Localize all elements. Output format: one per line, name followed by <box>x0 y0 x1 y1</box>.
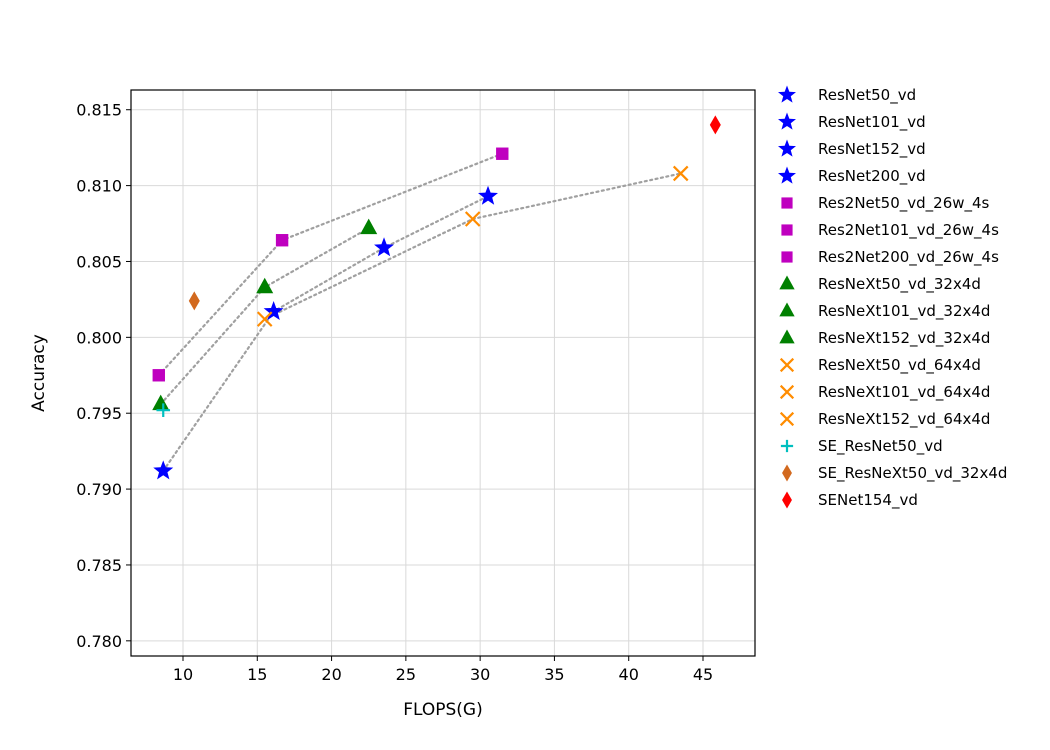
legend-marker-senet154-vd <box>782 491 792 509</box>
point-resnext50-vd-64x4d <box>256 311 273 327</box>
point-res2net200-vd-26w-4s <box>496 147 509 160</box>
y-tick-label: 0.810 <box>76 177 122 196</box>
legend-label: Res2Net200_vd_26w_4s <box>818 248 999 267</box>
y-tick-label: 0.785 <box>76 556 122 575</box>
legend-marker-resnext101-vd-64x4d <box>779 384 795 400</box>
y-tick-label: 0.805 <box>76 252 122 271</box>
point-resnext152-vd-32x4d <box>360 218 378 235</box>
data-points <box>152 115 721 480</box>
point-resnext101-vd-32x4d <box>256 277 274 294</box>
legend-label: ResNeXt152_vd_64x4d <box>818 410 990 429</box>
y-tick-label: 0.815 <box>76 101 122 120</box>
legend-label: Res2Net101_vd_26w_4s <box>818 221 999 240</box>
legend-label: ResNet50_vd <box>818 86 916 105</box>
legend-marker-resnext50-vd-64x4d <box>779 357 795 373</box>
legend-item-resnext50-vd-64x4d: ResNeXt50_vd_64x4d <box>779 356 981 375</box>
y-tick-label: 0.795 <box>76 404 122 423</box>
legend-marker-res2net50-vd-26w-4s <box>781 197 793 209</box>
legend-marker-resnext50-vd-32x4d <box>779 275 795 290</box>
x-tick-label: 45 <box>693 665 713 684</box>
legend-marker-res2net101-vd-26w-4s <box>781 224 793 236</box>
legend-marker-resnet101-vd <box>778 112 796 130</box>
x-tick-label: 35 <box>544 665 564 684</box>
legend-label: SE_ResNeXt50_vd_32x4d <box>818 464 1007 483</box>
legend-item-resnext152-vd-64x4d: ResNeXt152_vd_64x4d <box>779 410 990 429</box>
legend-label: ResNeXt101_vd_32x4d <box>818 302 990 321</box>
legend-label: ResNet200_vd <box>818 167 926 186</box>
x-tick-label: 30 <box>470 665 490 684</box>
y-axis-ticks: 0.780 0.785 0.790 0.795 0.800 0.805 0.810 0.815 <box>76 101 131 651</box>
x-axis-label: FLOPS(G) <box>403 700 483 720</box>
legend-item-resnext101-vd-32x4d: ResNeXt101_vd_32x4d <box>779 302 990 321</box>
legend-label: ResNeXt101_vd_64x4d <box>818 383 990 402</box>
legend-label: ResNeXt152_vd_32x4d <box>818 329 990 348</box>
legend-item-resnext50-vd-32x4d: ResNeXt50_vd_32x4d <box>779 275 981 294</box>
grid-lines <box>131 90 755 656</box>
y-tick-label: 0.800 <box>76 328 122 347</box>
legend-marker-resnet50-vd <box>778 85 796 103</box>
point-resnet200-vd <box>478 185 498 205</box>
legend-label: ResNeXt50_vd_32x4d <box>818 275 981 294</box>
legend-item-resnext152-vd-32x4d: ResNeXt152_vd_32x4d <box>779 329 990 348</box>
legend-label: ResNeXt50_vd_64x4d <box>818 356 981 375</box>
legend-item-res2net200-vd-26w-4s: Res2Net200_vd_26w_4s <box>781 248 999 267</box>
point-resnext152-vd-64x4d <box>672 165 689 182</box>
legend-item-resnext101-vd-64x4d: ResNeXt101_vd_64x4d <box>779 383 990 402</box>
legend-label: ResNet101_vd <box>818 113 926 132</box>
x-tick-label: 25 <box>396 665 416 684</box>
legend-item-se-resnext50-vd-32x4d: SE_ResNeXt50_vd_32x4d <box>782 464 1007 483</box>
x-tick-label: 40 <box>619 665 639 684</box>
point-resnext50-vd-32x4d <box>152 394 170 411</box>
legend-item-res2net101-vd-26w-4s: Res2Net101_vd_26w_4s <box>781 221 999 240</box>
legend: ResNet50_vd ResNet101_vd ResNet152_vd ResNe… <box>778 85 1007 510</box>
legend-item-se-resnet50-vd: SE_ResNet50_vd <box>780 437 943 456</box>
legend-item-resnet200-vd: ResNet200_vd <box>778 166 926 186</box>
legend-marker-resnet152-vd <box>778 139 796 157</box>
x-tick-label: 20 <box>321 665 341 684</box>
legend-marker-resnext101-vd-32x4d <box>779 302 795 317</box>
point-resnet50-vd <box>153 460 174 480</box>
plot-frame <box>130 89 756 657</box>
point-se-resnet50-vd <box>156 403 171 417</box>
connecting-line-1 <box>162 195 490 472</box>
point-resnext101-vd-64x4d <box>464 211 481 227</box>
point-res2net50-vd-26w-4s <box>152 369 165 382</box>
point-senet154-vd <box>709 115 721 135</box>
x-tick-label: 15 <box>247 665 267 684</box>
legend-item-resnet50-vd: ResNet50_vd <box>778 85 916 105</box>
legend-label: SE_ResNet50_vd <box>818 437 943 456</box>
legend-item-resnet152-vd: ResNet152_vd <box>778 139 926 159</box>
legend-label: ResNet152_vd <box>818 140 926 159</box>
y-axis-label: Accuracy <box>29 334 49 412</box>
legend-item-senet154-vd: SENet154_vd <box>782 491 918 510</box>
legend-marker-se-resnext50-vd-32x4d <box>782 464 792 482</box>
legend-marker-se-resnet50-vd <box>780 439 794 453</box>
y-tick-label: 0.780 <box>76 632 122 651</box>
x-tick-label: 10 <box>173 665 193 684</box>
legend-label: Res2Net50_vd_26w_4s <box>818 194 990 213</box>
point-se-resnext50-vd-32x4d <box>188 291 200 311</box>
legend-marker-resnext152-vd-32x4d <box>779 329 795 344</box>
legend-label: SENet154_vd <box>818 491 918 510</box>
legend-item-resnet101-vd: ResNet101_vd <box>778 112 926 132</box>
point-res2net101-vd-26w-4s <box>275 234 289 247</box>
legend-marker-resnext152-vd-64x4d <box>779 411 795 427</box>
legend-marker-resnet200-vd <box>778 166 796 184</box>
legend-item-res2net50-vd-26w-4s: Res2Net50_vd_26w_4s <box>781 194 990 213</box>
point-resnet152-vd <box>374 237 394 257</box>
y-tick-label: 0.790 <box>76 480 122 499</box>
x-axis-ticks: 10 15 20 25 30 35 40 45 <box>173 656 713 684</box>
legend-marker-res2net200-vd-26w-4s <box>781 251 793 263</box>
point-resnet101-vd <box>263 301 284 321</box>
